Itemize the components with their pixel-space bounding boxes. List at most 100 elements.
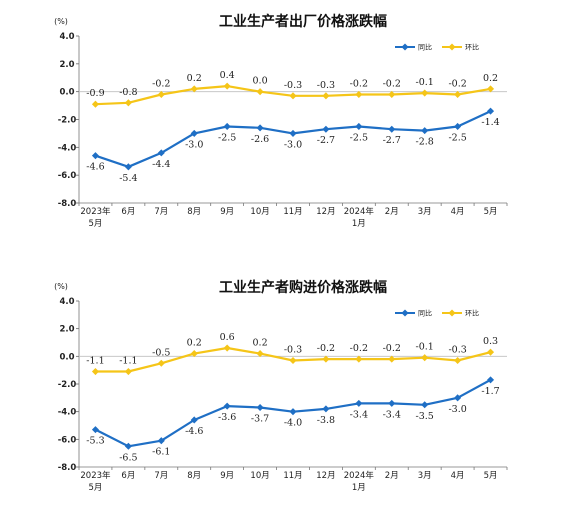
data-label: -0.3	[284, 80, 302, 91]
data-label: -2.7	[317, 135, 335, 146]
data-point	[421, 354, 429, 362]
x-tick-label: 1月	[352, 219, 366, 229]
data-label: -4.6	[185, 426, 203, 437]
data-label: -0.2	[383, 78, 401, 89]
data-point	[91, 426, 99, 434]
x-tick-label: 2月	[385, 207, 399, 217]
data-point	[355, 355, 363, 363]
data-label: -0.2	[350, 343, 368, 354]
y-tick-label: 4.0	[59, 297, 74, 307]
x-tick-label: 5月	[89, 483, 103, 493]
data-label: -4.4	[152, 159, 170, 170]
data-label: 0.2	[253, 338, 268, 349]
data-label: -0.5	[152, 347, 170, 358]
x-tick-label: 2023年	[80, 470, 111, 481]
chart-2: 工业生产者购进价格涨跌幅 (%) 4.0 2.0 0.0 -2.0 -4.0 -6.0 -8.0…	[54, 279, 508, 493]
data-label: -6.1	[152, 447, 170, 458]
data-label: 0.4	[220, 70, 235, 81]
x-tick-label: 11月	[283, 471, 302, 481]
data-point	[124, 99, 132, 107]
data-label: -2.7	[383, 135, 401, 146]
data-label: -2.5	[218, 132, 236, 143]
legend-label: 同比	[418, 309, 432, 318]
data-label: -3.4	[383, 409, 401, 420]
data-label: -0.2	[350, 78, 368, 89]
data-point	[256, 124, 264, 132]
series-yoy: -4.6 -5.4 -4.4 -3.0 -2.5 -2.6 -3.0 -2.7 -2.5 -2.7…	[86, 107, 500, 184]
x-tick-label: 10月	[250, 207, 269, 217]
data-label: -3.0	[448, 404, 466, 415]
y-tick-label: -8.0	[58, 463, 77, 473]
legend-entry-yoy: 同比	[395, 43, 432, 52]
data-point	[157, 437, 165, 445]
data-point	[487, 85, 495, 93]
data-label: -3.6	[218, 412, 236, 423]
x-tick-label: 8月	[187, 471, 201, 481]
x-tick-label: 2024年	[344, 470, 375, 481]
chart-1: 工业生产者出厂价格涨跌幅 (%) 4.0 2.0 0.0 -2.0 -4.0 -6.0 -8.0…	[54, 13, 508, 229]
data-label: -2.6	[251, 134, 269, 145]
legend-swatch-marker	[448, 309, 456, 317]
x-tick-label: 11月	[283, 207, 302, 217]
legend-swatch-marker	[401, 43, 409, 51]
x-tick-label: 3月	[418, 471, 432, 481]
legend-entry-mom: 环比	[442, 43, 479, 52]
y-unit-label: (%)	[54, 17, 68, 26]
data-point	[388, 125, 396, 133]
series-mom: -1.1 -1.1 -0.5 0.2 0.6 0.2 -0.3 -0.2 -0.2 -0.2 -0.…	[86, 332, 498, 376]
x-tick-label: 12月	[316, 471, 335, 481]
series-yoy: -5.3 -6.5 -6.1 -4.6 -3.6 -3.7 -4.0 -3.8 -3.4 -3.4…	[86, 376, 500, 463]
data-label: -0.3	[448, 344, 466, 355]
legend-entry-yoy: 同比	[395, 309, 432, 318]
data-label: -1.1	[119, 356, 137, 367]
data-point	[487, 376, 495, 384]
data-label: -0.8	[119, 87, 137, 98]
data-label: -1.1	[86, 356, 104, 367]
legend-entry-mom: 环比	[442, 309, 479, 318]
data-point	[190, 85, 198, 93]
data-point	[454, 394, 462, 402]
data-label: 0.0	[253, 76, 268, 87]
data-point	[190, 129, 198, 137]
data-point	[223, 402, 231, 410]
data-point	[289, 129, 297, 137]
x-tick-label: 5月	[484, 207, 498, 217]
x-tick-label: 2024年	[344, 206, 375, 217]
x-tick-label: 8月	[187, 207, 201, 217]
data-point	[190, 350, 198, 358]
data-point	[355, 399, 363, 407]
legend-swatch-marker	[448, 43, 456, 51]
data-point	[454, 122, 462, 130]
data-label: 0.2	[187, 73, 202, 84]
data-point	[322, 125, 330, 133]
y-tick-label: 4.0	[59, 32, 74, 42]
data-label: -3.4	[350, 409, 368, 420]
data-point	[256, 88, 264, 96]
x-tick-label: 6月	[121, 471, 135, 481]
data-point	[91, 152, 99, 160]
data-point	[190, 416, 198, 424]
x-tick-label: 5月	[484, 471, 498, 481]
y-unit-label: (%)	[54, 282, 68, 291]
x-tick-label: 4月	[451, 207, 465, 217]
data-point	[322, 92, 330, 100]
y-tick-label: 0.0	[59, 352, 74, 362]
data-point	[91, 100, 99, 108]
data-label: -0.1	[416, 77, 434, 88]
series-mom: -0.9 -0.8 -0.2 0.2 0.4 0.0 -0.3 -0.3 -0.2 -0.2 -0.…	[86, 70, 498, 108]
data-point	[124, 442, 132, 450]
data-point	[223, 82, 231, 90]
data-point	[256, 403, 264, 412]
data-label: -0.1	[416, 342, 434, 353]
data-label: -0.9	[86, 88, 104, 99]
legend-swatch-marker	[401, 309, 409, 317]
data-label: -4.6	[86, 162, 104, 173]
data-point	[388, 90, 396, 98]
data-label: -0.2	[448, 78, 466, 89]
legend-label: 环比	[465, 43, 479, 52]
data-point	[487, 107, 495, 115]
data-point	[157, 149, 165, 157]
y-tick-label: -2.0	[58, 116, 77, 126]
x-tick-label: 1月	[352, 483, 366, 493]
